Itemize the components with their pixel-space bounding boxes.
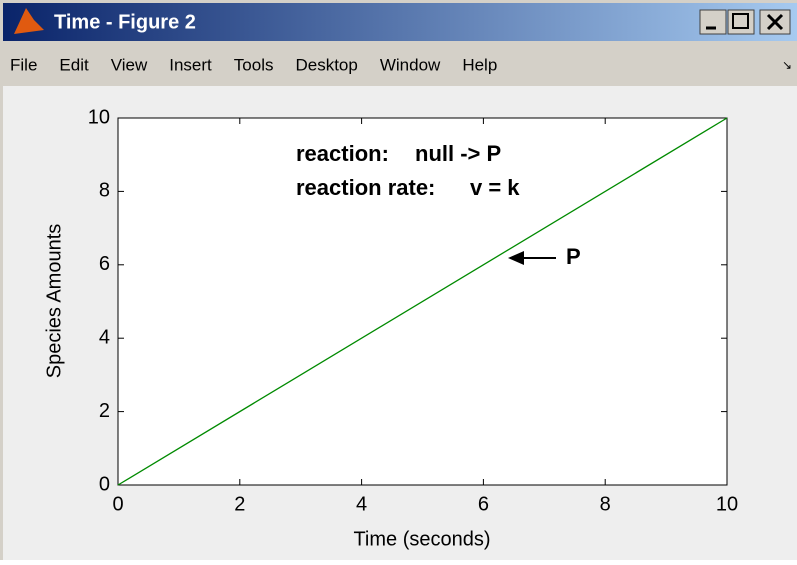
annotation: v = k [470,175,520,200]
close-glyph [766,13,784,31]
x-tick-label: 2 [234,493,245,515]
x-tick-label: 6 [478,493,489,515]
title-bar [3,3,797,41]
x-tick-label: 8 [600,493,611,515]
menu-overflow[interactable]: ↘ [782,58,792,72]
menu-item[interactable]: Desktop [295,55,357,74]
menu-item[interactable]: File [10,55,37,74]
y-tick-label: 10 [88,106,110,128]
annotation: null -> P [415,141,501,166]
menu-item[interactable]: Window [380,55,441,74]
y-tick-label: 6 [99,253,110,275]
maximize-glyph [732,13,749,29]
window-title: Time - Figure 2 [54,11,196,33]
x-axis-label: Time (seconds) [353,528,490,550]
annotation: reaction rate: [296,175,435,200]
minimize-button[interactable] [699,9,727,35]
annotation: P [566,244,581,269]
y-tick-label: 4 [99,326,110,348]
menu-item[interactable]: Tools [234,55,274,74]
data-line [117,117,728,486]
app-icon [14,8,44,34]
window-buttons[interactable] [699,9,791,35]
x-tick-label: 4 [356,493,367,515]
menu-item[interactable]: Insert [169,55,212,74]
y-tick-label: 8 [99,180,110,202]
x-tick-label: 0 [112,493,123,515]
y-axis-label: Species Amounts [43,224,65,379]
menu-item[interactable]: View [111,55,148,74]
x-tick-label: 10 [716,493,738,515]
arrow-head [508,251,524,265]
y-tick-label: 0 [99,473,110,495]
annotation: reaction: [296,141,389,166]
menu-items: File Edit View Insert Tools Desktop Window Help [10,55,497,74]
menu-item[interactable]: Edit [59,55,89,74]
y-tick-label: 2 [99,400,110,422]
menu-bar [3,44,797,84]
menu-item[interactable]: Help [462,55,497,74]
